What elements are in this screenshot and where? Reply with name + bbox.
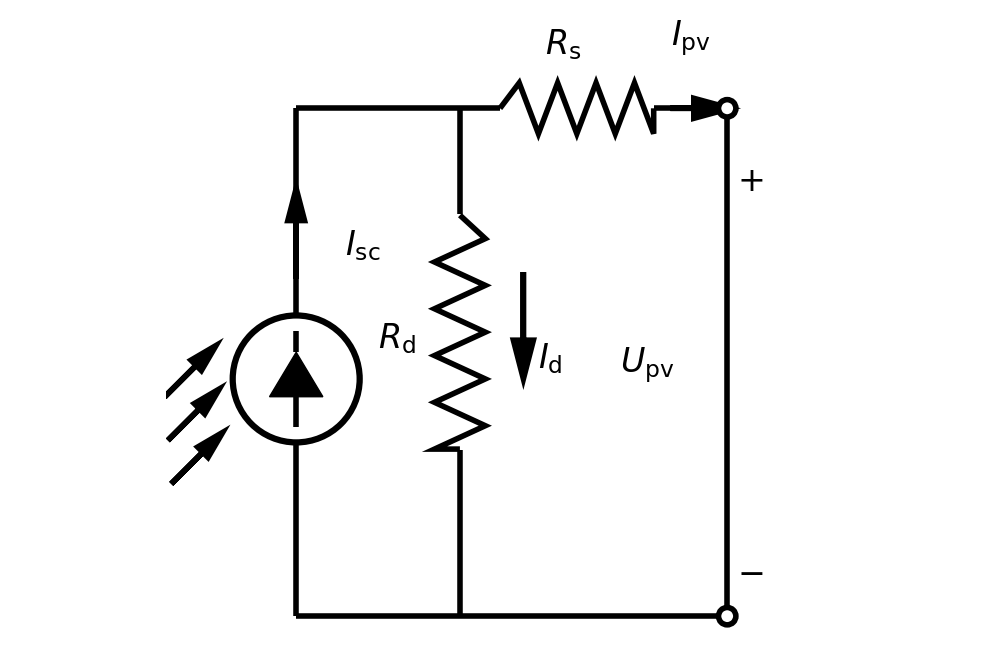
FancyArrow shape [165,346,216,397]
FancyArrow shape [168,389,219,440]
Text: $I_{\mathrm{sc}}$: $I_{\mathrm{sc}}$ [345,228,381,262]
Text: $R_{\mathrm{s}}$: $R_{\mathrm{s}}$ [545,28,582,62]
FancyArrow shape [513,272,533,379]
Text: $U_{\mathrm{pv}}$: $U_{\mathrm{pv}}$ [620,346,674,385]
Text: $-$: $-$ [737,557,764,588]
Text: $I_{\mathrm{d}}$: $I_{\mathrm{d}}$ [538,342,562,376]
Text: $I_{\mathrm{pv}}$: $I_{\mathrm{pv}}$ [671,18,710,58]
Text: $+$: $+$ [737,166,764,198]
Circle shape [719,99,736,117]
Circle shape [719,607,736,625]
FancyArrow shape [171,432,223,484]
Polygon shape [270,352,323,397]
FancyArrow shape [288,189,305,278]
Text: $R_{\mathrm{d}}$: $R_{\mathrm{d}}$ [378,321,415,356]
FancyArrow shape [670,98,731,118]
